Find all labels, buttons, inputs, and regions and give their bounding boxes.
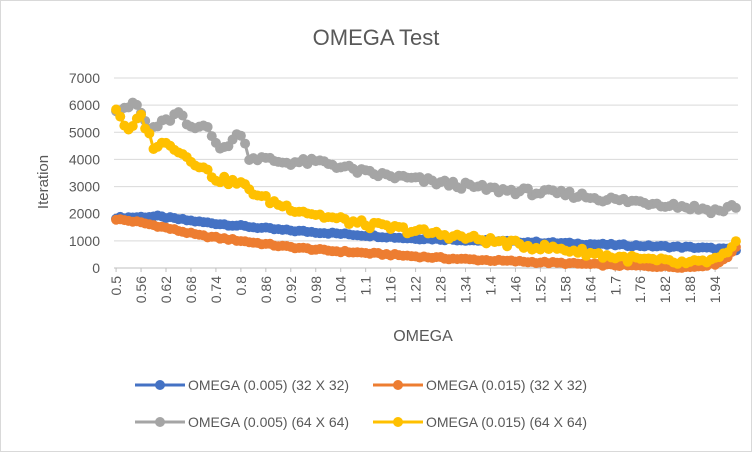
legend-item: OMEGA (0.005) (64 X 64) [135,414,349,430]
x-tick-label: 1.46 [507,276,523,303]
x-tick-label: 1.28 [433,276,449,303]
y-tick-label: 0 [92,260,100,276]
x-tick-label: 0.8 [233,276,249,296]
legend-marker [155,380,165,390]
x-tick-label: 1.7 [607,276,623,296]
x-tick-label: 0.92 [283,276,299,303]
data-point [136,109,147,120]
data-point [177,110,188,121]
chart-title: OMEGA Test [313,25,440,50]
data-point [115,111,126,122]
data-point [730,236,741,247]
x-tick-labels: 0.5 0.56 0.62 0.68 0.74 0.8 0.86 0.92 0.98 1.04 1.… [108,268,723,303]
x-tick-label: 1.16 [383,276,399,303]
x-tick-label: 0.56 [133,276,149,303]
data-point [202,164,213,175]
x-tick-label: 0.62 [158,276,174,303]
data-point [131,99,142,110]
legend-label: OMEGA (0.005) (64 X 64) [188,414,349,430]
data-point [730,202,741,213]
y-tick-label: 4000 [69,151,100,167]
data-point [260,191,271,202]
legend-marker [155,417,165,427]
x-tick-label: 1.58 [557,276,573,303]
y-axis-label: Iteration [35,155,52,209]
y-tick-label: 6000 [69,97,100,113]
y-tick-label: 3000 [69,179,100,195]
data-point [235,130,246,141]
y-tick-label: 5000 [69,124,100,140]
x-tick-label: 0.98 [308,276,324,303]
x-tick-label: 1.4 [482,276,498,296]
x-tick-label: 1.52 [532,276,548,303]
data-point [202,121,213,132]
x-tick-label: 1.94 [707,276,723,303]
y-tick-labels: 0 1000 2000 3000 4000 5000 6000 7000 [69,70,100,276]
legend-item: OMEGA (0.005) (32 X 32) [135,377,349,393]
x-tick-label: 1.82 [657,276,673,303]
series-line [115,101,737,215]
x-tick-label: 0.74 [208,276,224,303]
x-tick-label: 1.88 [682,276,698,303]
x-tick-label: 1.76 [632,276,648,303]
legend-label: OMEGA (0.015) (32 X 32) [426,377,587,393]
series-4 [111,104,741,269]
y-tick-label: 1000 [69,233,100,249]
legend-marker [393,380,403,390]
x-tick-label: 1.64 [582,276,598,303]
x-tick-label: 1.22 [408,276,424,303]
data-point [219,171,230,182]
legend-label: OMEGA (0.015) (64 X 64) [426,414,587,430]
data-point [127,121,138,132]
x-tick-label: 0.5 [108,276,124,296]
x-axis-label: OMEGA [393,328,453,345]
legend-marker [393,417,403,427]
x-tick-label: 0.86 [258,276,274,303]
series-group [111,97,741,273]
x-tick-label: 1.04 [333,276,349,303]
x-tick-label: 1.34 [458,276,474,303]
data-point [240,138,251,149]
data-point [144,128,155,139]
y-tick-label: 2000 [69,206,100,222]
legend-label: OMEGA (0.005) (32 X 32) [188,377,349,393]
legend-item: OMEGA (0.015) (32 X 32) [373,377,587,393]
series-2 [111,214,741,273]
x-tick-label: 1.1 [358,276,374,296]
series-3 [111,97,741,219]
x-tick-label: 0.68 [183,276,199,303]
y-tick-label: 7000 [69,70,100,86]
legend-item: OMEGA (0.015) (64 X 64) [373,414,587,430]
legend: OMEGA (0.005) (32 X 32) OMEGA (0.015) (32… [135,377,587,430]
